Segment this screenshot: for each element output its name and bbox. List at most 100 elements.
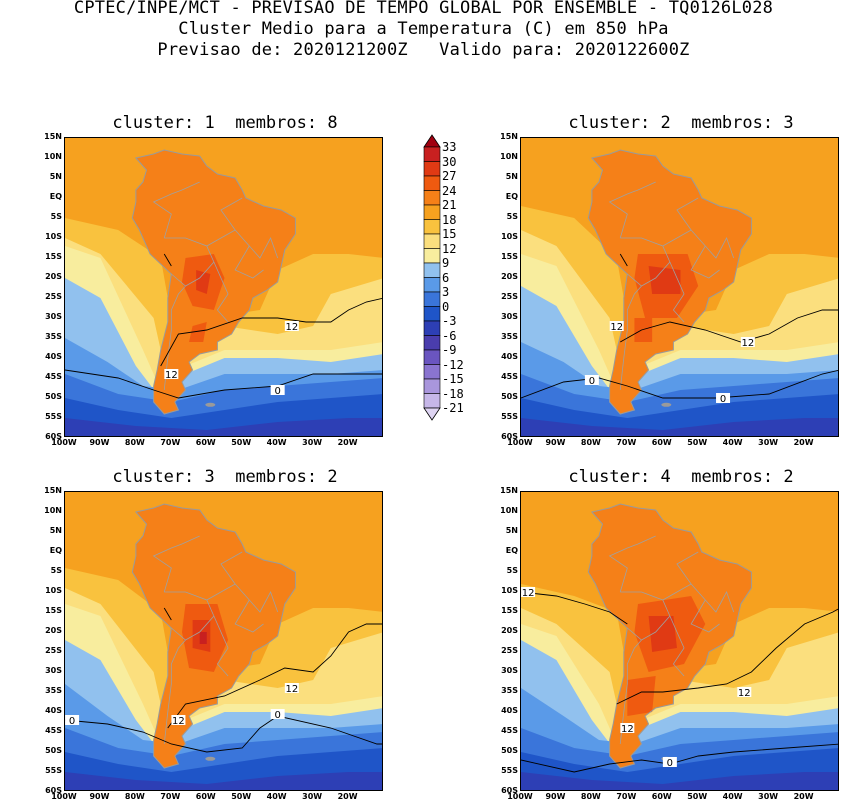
colorbar-swatch [423, 291, 441, 307]
colorbar-swatch [423, 204, 441, 220]
political-border [619, 639, 642, 745]
contour-label: 12 [172, 716, 185, 727]
lat-tick-label: 55S [45, 412, 62, 421]
lon-tick-label: 20W [337, 438, 358, 447]
lat-tick-label: 15S [45, 252, 62, 261]
colorbar-max-arrow [423, 134, 441, 148]
political-border [234, 599, 264, 633]
lat-tick-label: 5N [505, 172, 518, 181]
lat-tick-label: 55S [501, 766, 518, 775]
political-border [690, 245, 720, 279]
political-border [662, 229, 735, 259]
hot-spot-shading [648, 266, 681, 294]
contour-label-bg [284, 321, 299, 331]
lon-tick-label: 20W [337, 792, 358, 801]
lat-tick-label: 10N [44, 506, 62, 515]
contour-label: 12 [738, 688, 751, 699]
lat-tick-label: 25S [45, 646, 62, 655]
lon-tick-label: 30W [758, 438, 779, 447]
lat-tick-label: 35S [501, 332, 518, 341]
political-border [669, 261, 685, 323]
shading-band [65, 418, 382, 436]
lon-tick-label: 60W [651, 438, 672, 447]
lat-tick-label: 55S [45, 766, 62, 775]
lat-tick-label: 20S [45, 626, 62, 635]
lat-tick-label: 10S [501, 586, 518, 595]
lat-tick-label: 10N [500, 506, 518, 515]
contour-label-bg [164, 369, 179, 379]
colorbar-swatch [423, 320, 441, 336]
contour-line [521, 591, 628, 625]
lat-tick-label: 40S [45, 352, 62, 361]
lat-tick-label: 10S [45, 232, 62, 241]
political-border [662, 583, 735, 613]
lat-tick-label: 45S [45, 372, 62, 381]
colorbar-min-arrow [423, 407, 441, 421]
contour-line [163, 253, 172, 267]
colorbar-swatch [423, 364, 441, 380]
lat-tick-label: 5S [506, 212, 518, 221]
political-border [163, 285, 186, 391]
temperature-map-cluster-4: 12 12 12 0 [520, 491, 839, 791]
colorbar-label: -6 [442, 328, 457, 343]
temperature-map-cluster-1: 12 12 0 [64, 137, 383, 437]
political-border [690, 599, 720, 633]
lat-tick-label: 15S [501, 252, 518, 261]
coastline [131, 149, 296, 415]
hot-spot-shading [648, 616, 677, 652]
temperature-map-cluster-2: 12 12 0 0 [520, 137, 839, 437]
contour-label-bg [737, 687, 752, 697]
panel-title-cluster-3: cluster: 3 membros: 2 [112, 467, 338, 487]
contour-label: 0 [589, 376, 595, 387]
contour-label: 12 [522, 588, 535, 599]
lat-tick-label: EQ [49, 546, 62, 555]
colorbar-label: 30 [442, 154, 457, 169]
lon-tick-label: 50W [687, 792, 708, 801]
colorbar-label: 3 [442, 285, 450, 299]
contour-label: 12 [741, 338, 754, 349]
colorbar-label: -9 [442, 343, 457, 357]
contour-line [521, 369, 838, 399]
lat-tick-label: 40S [501, 706, 518, 715]
lon-tick-label: 90W [545, 792, 566, 801]
political-border [206, 229, 279, 259]
lon-tick-label: 50W [231, 438, 252, 447]
contour-line [65, 369, 382, 399]
contour-label: 12 [165, 370, 178, 381]
lon-tick-label: 70W [160, 438, 181, 447]
contour-label-bg [620, 723, 635, 733]
contour-label: 12 [610, 322, 623, 333]
contour-label-bg [584, 375, 599, 385]
contour-label-bg [609, 321, 624, 331]
political-border [676, 197, 699, 231]
header-line-2: Cluster Medio para a Temperatura (C) em … [178, 19, 669, 39]
lon-tick-label: 100W [507, 438, 533, 447]
lon-tick-label: 50W [687, 438, 708, 447]
colorbar-label: 21 [442, 198, 457, 212]
contour-label: 12 [285, 684, 298, 695]
lon-tick-label: 80W [580, 438, 601, 447]
falkland-islands [205, 402, 216, 407]
lat-tick-label: 50S [501, 746, 518, 755]
falkland-islands [661, 402, 672, 407]
lat-tick-label: 50S [501, 392, 518, 401]
contour-label-bg [270, 709, 285, 719]
colorbar-swatch [423, 146, 441, 162]
hot-spot-shading [196, 270, 211, 294]
political-border [220, 551, 243, 585]
colorbar-swatch [423, 306, 441, 322]
contour-line [616, 608, 838, 705]
lon-tick-label: 90W [89, 792, 110, 801]
lon-tick-label: 60W [651, 792, 672, 801]
panel-title-cluster-2: cluster: 2 membros: 3 [568, 113, 794, 133]
lon-tick-label: 40W [722, 792, 743, 801]
lat-tick-label: 40S [501, 352, 518, 361]
lon-tick-label: 60W [195, 438, 216, 447]
lat-tick-label: 5S [50, 212, 62, 221]
lat-tick-label: 60S [501, 432, 518, 441]
lat-tick-label: 25S [501, 292, 518, 301]
lon-tick-label: 100W [51, 438, 77, 447]
political-border [676, 551, 699, 585]
contour-label: 0 [720, 394, 726, 405]
lat-tick-label: 25S [45, 292, 62, 301]
